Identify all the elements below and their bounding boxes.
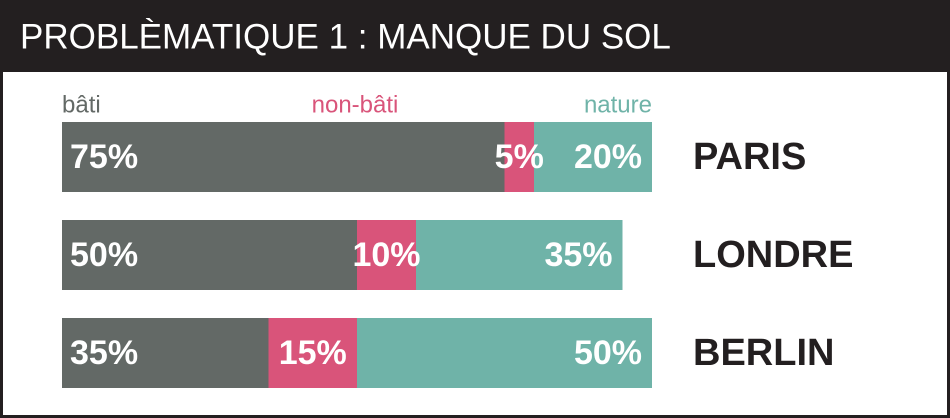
value-label: 10% bbox=[352, 236, 420, 274]
bar-segment bbox=[416, 220, 623, 290]
value-label: 35% bbox=[70, 334, 138, 372]
value-label: 20% bbox=[574, 138, 642, 176]
category-label: BERLIN bbox=[693, 332, 834, 374]
category-label: PARIS bbox=[693, 136, 806, 178]
chart-title: PROBLÈMATIQUE 1 : MANQUE DU SOL bbox=[20, 17, 671, 56]
value-label: 50% bbox=[574, 334, 642, 372]
legend-label: bâti bbox=[62, 91, 101, 118]
bar-segment bbox=[357, 220, 416, 290]
value-label: 50% bbox=[70, 236, 138, 274]
value-label: 75% bbox=[70, 138, 138, 176]
title-bar bbox=[0, 0, 950, 72]
bar-segment bbox=[62, 122, 505, 192]
bar-segment bbox=[62, 220, 357, 290]
value-label: 5% bbox=[495, 138, 544, 176]
legend-label: nature bbox=[584, 91, 652, 118]
category-label: LONDRE bbox=[693, 234, 853, 276]
value-label: 35% bbox=[544, 236, 612, 274]
bar-segment bbox=[268, 318, 357, 388]
bar-segment bbox=[504, 122, 534, 192]
bar-segment bbox=[62, 318, 269, 388]
bar-segment bbox=[357, 318, 652, 388]
legend-label: non-bâti bbox=[312, 91, 399, 118]
value-label: 15% bbox=[279, 334, 347, 372]
bar-segment bbox=[534, 122, 652, 192]
